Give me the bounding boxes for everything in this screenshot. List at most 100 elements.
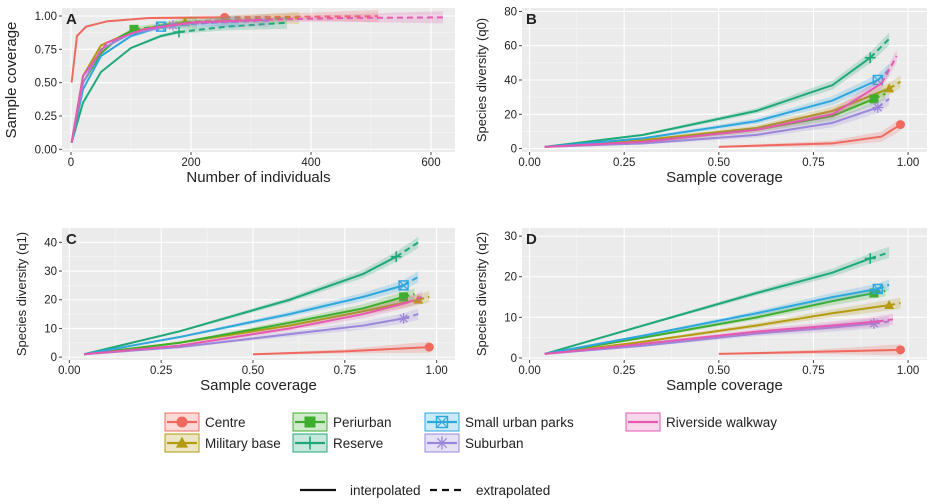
y-tick-label: 0 <box>511 353 517 365</box>
series-layer <box>70 10 444 144</box>
legend-key-marker <box>435 415 449 429</box>
legend-item-riverside-walkway: Riverside walkway <box>625 412 777 432</box>
y-tick-label: 40 <box>504 75 517 87</box>
interpolated-line <box>718 348 901 355</box>
series-centre <box>718 344 906 356</box>
circle-marker <box>896 120 906 130</box>
panel-letter: D <box>526 231 537 248</box>
extrapolated-line <box>256 16 444 21</box>
x-tick-label: 0.00 <box>518 365 540 377</box>
y-axis-title: Species diversity (q0) <box>474 18 489 142</box>
interpolated-line <box>544 79 879 148</box>
y-tick-label: 60 <box>504 41 517 53</box>
extrapolated-line <box>403 313 419 320</box>
square-marker <box>304 416 316 428</box>
star-marker-arm <box>436 437 448 449</box>
x-axis-title: Sample coverage <box>666 169 783 186</box>
confidence-band <box>544 92 890 148</box>
y-tick-label: 40 <box>44 237 57 249</box>
x-axis-title: Sample coverage <box>200 377 317 394</box>
series-layer <box>544 32 906 148</box>
circle-marker <box>896 345 906 355</box>
star-marker-arm <box>399 314 408 323</box>
y-tick-label: 20 <box>504 272 517 284</box>
plot-background <box>62 8 455 152</box>
triangle-marker <box>884 83 895 93</box>
y-tick-label: 0.00 <box>35 144 57 156</box>
extrapolated-line <box>877 283 890 290</box>
observed-point <box>896 345 906 355</box>
observed-point <box>872 102 884 113</box>
box-marker-x2 <box>872 75 883 85</box>
x-tick-label: 0.50 <box>708 365 730 377</box>
square-marker <box>399 292 409 302</box>
x-tick-label: 0.25 <box>613 157 635 169</box>
observed-point <box>173 26 185 38</box>
x-axis-title: Sample coverage <box>666 377 783 394</box>
star-marker-arm <box>873 103 883 112</box>
observed-point <box>884 299 895 309</box>
confidence-band <box>71 16 287 144</box>
x-tick-label: 0.50 <box>708 157 730 169</box>
observed-point <box>872 283 883 295</box>
series-small-urban-parks <box>83 271 419 356</box>
y-tick-label: 10 <box>504 312 517 324</box>
series-centre <box>252 341 434 356</box>
interpolated-line <box>252 346 430 356</box>
y-axis-title: Species diversity (q2) <box>474 232 489 356</box>
observed-point <box>398 312 409 324</box>
panel-a: 0 200 400 600 0.00 0.25 0.50 0.75 1.00 Number of … <box>3 8 455 186</box>
legend-key-marker <box>176 416 188 428</box>
y-tick-label: 0.75 <box>35 44 57 56</box>
series-riverside-walkway <box>70 11 444 144</box>
series-riverside-walkway <box>544 49 898 148</box>
box-marker-x2 <box>436 416 448 428</box>
y-tick-label: 10 <box>44 323 57 335</box>
series-riverside-walkway <box>83 291 423 356</box>
box-marker-x2 <box>872 283 883 294</box>
extrapolated-line <box>877 318 894 323</box>
series-reserve <box>83 236 419 356</box>
legend-key-marker <box>175 436 189 448</box>
observed-point <box>864 52 876 64</box>
interpolated-line <box>544 304 890 355</box>
panel-d: 0.00 0.25 0.50 0.75 1.00 0 10 20 30 Sample covera… <box>474 228 927 394</box>
x-tick-label: 0.75 <box>334 365 356 377</box>
box-marker <box>872 74 883 86</box>
legend-label: Small urban parks <box>465 415 574 430</box>
x-tick-label: 1.00 <box>425 365 447 377</box>
series-reserve <box>70 16 288 144</box>
legend-label: Centre <box>205 415 246 430</box>
interpolated-line <box>70 16 225 83</box>
y-axis-title: Sample coverage <box>3 22 20 139</box>
observed-point <box>884 83 895 93</box>
observed-point <box>424 342 434 352</box>
interpolated-line <box>70 31 180 143</box>
x-tick-label: 0.00 <box>518 157 540 169</box>
interpolated-line <box>544 106 879 148</box>
x-axis-title: Number of individuals <box>186 169 330 186</box>
interpolated-line <box>544 287 878 355</box>
interpolated-line <box>544 322 875 355</box>
x-tick-label: 400 <box>301 157 320 169</box>
series-periurban <box>83 288 415 356</box>
legend-item-periurban: Periurban <box>292 412 392 432</box>
x-tick-label: 0.25 <box>613 365 635 377</box>
panel-letter: C <box>66 231 77 248</box>
interpolated-line <box>70 19 258 143</box>
extrapolated-line <box>880 55 898 84</box>
x-tick-label: 0.00 <box>58 365 80 377</box>
extrapolated-line <box>224 15 379 19</box>
extrapolated-line <box>869 38 890 59</box>
series-reserve <box>544 32 890 148</box>
legend-label: extrapolated <box>476 483 550 498</box>
series-small-urban-parks <box>544 279 890 355</box>
interpolated-line <box>544 82 883 148</box>
interpolated-line <box>544 320 878 355</box>
x-tick-label: 1.00 <box>897 365 919 377</box>
legend-item-military-base: Military base <box>164 433 281 453</box>
panel-letter: A <box>66 11 77 28</box>
legend: Centre Military base Periurban Reserve Small… <box>164 412 777 498</box>
square-marker <box>129 24 139 34</box>
